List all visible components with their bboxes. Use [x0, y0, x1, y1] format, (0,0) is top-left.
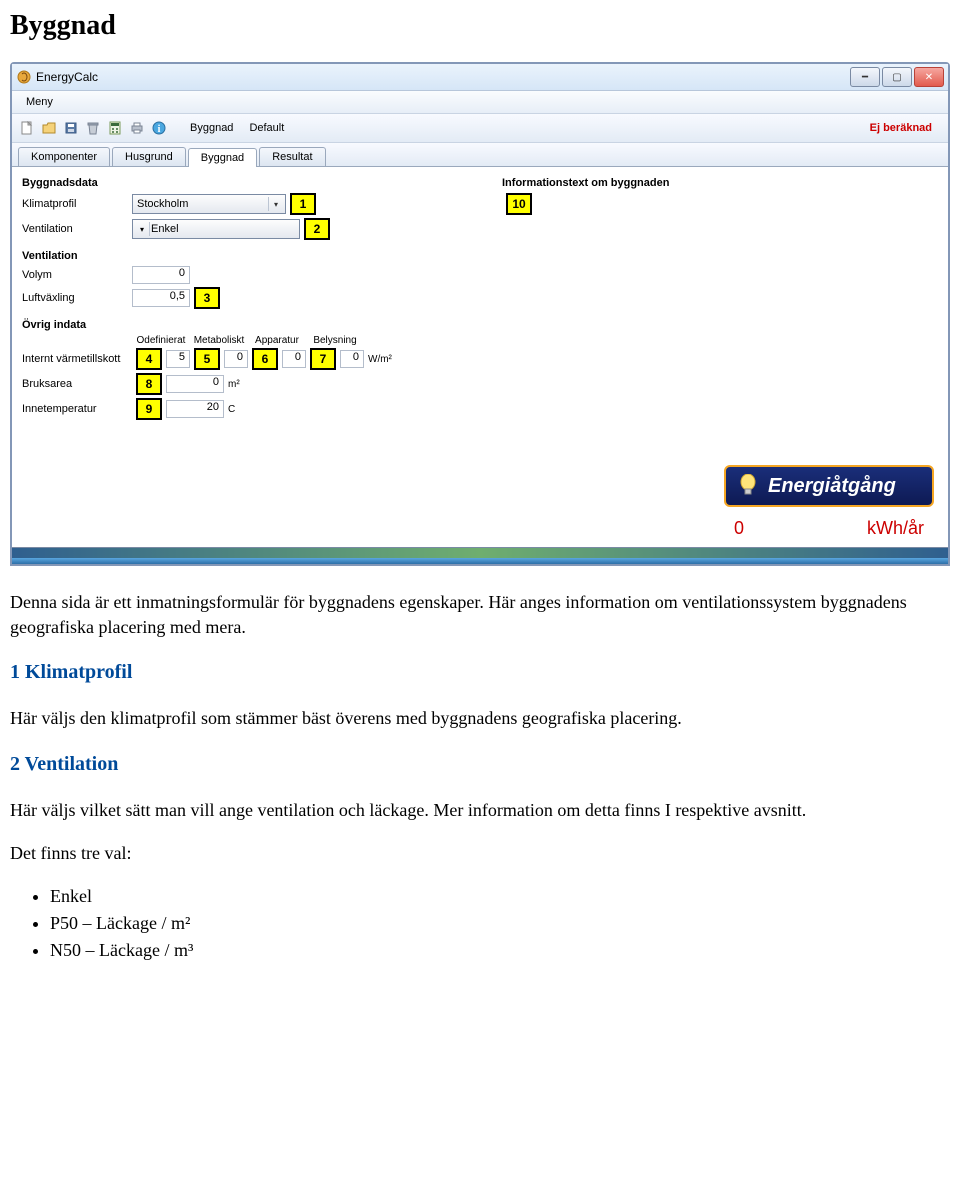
heat-header-1: Metaboliskt [190, 335, 248, 346]
callout-1: 1 [290, 193, 316, 215]
calc-icon[interactable] [106, 119, 124, 137]
doc-title: Byggnad [10, 10, 950, 42]
heat-header-3: Belysning [306, 335, 364, 346]
panel-body: Byggnadsdata Klimatprofil Stockholm ▾ 1 … [12, 167, 948, 547]
heat-input-0[interactable]: 5 [166, 350, 190, 368]
callout-10: 10 [506, 193, 532, 215]
section-body-1: Här väljs den klimatprofil som stämmer b… [10, 706, 950, 731]
energy-result: 0 kWh/år [724, 518, 934, 539]
menubar: Meny [12, 91, 948, 114]
callout-6: 6 [252, 348, 278, 370]
heat-input-3[interactable]: 0 [340, 350, 364, 368]
luftvaxling-label: Luftväxling [22, 292, 132, 304]
innetemp-input[interactable]: 20 [166, 400, 224, 418]
callout-4: 4 [136, 348, 162, 370]
app-title: EnergyCalc [36, 70, 850, 84]
new-file-icon[interactable] [18, 119, 36, 137]
info-label: Informationstext om byggnaden [502, 177, 938, 189]
energy-label: Energiåtgång [768, 475, 896, 498]
volym-input[interactable]: 0 [132, 266, 190, 284]
toolbar-text-default: Default [241, 122, 292, 134]
callout-3: 3 [194, 287, 220, 309]
tab-husgrund[interactable]: Husgrund [112, 147, 186, 166]
print-icon[interactable] [128, 119, 146, 137]
tab-byggnad[interactable]: Byggnad [188, 148, 257, 167]
svg-text:i: i [158, 124, 161, 135]
panel-left: Byggnadsdata Klimatprofil Stockholm ▾ 1 … [12, 167, 492, 547]
bullet-list: Enkel P50 – Läckage / m² N50 – Läckage /… [10, 884, 950, 964]
doc-intro: Denna sida är ett inmatningsformulär för… [10, 590, 950, 640]
panel-right: Informationstext om byggnaden 10 Energiå… [492, 167, 948, 547]
heat-header-0: Odefinierat [132, 335, 190, 346]
callout-8: 8 [136, 373, 162, 395]
trash-icon[interactable] [84, 119, 102, 137]
ovrig-section: Övrig indata [22, 319, 482, 331]
app-icon [16, 69, 32, 85]
heat-input-1[interactable]: 0 [224, 350, 248, 368]
bullet-2: N50 – Läckage / m³ [50, 938, 950, 963]
bruksarea-unit: m² [228, 379, 240, 390]
bullet-0: Enkel [50, 884, 950, 909]
energy-button[interactable]: Energiåtgång [724, 465, 934, 507]
ventilation-section: Ventilation [22, 250, 482, 262]
open-folder-icon[interactable] [40, 119, 58, 137]
energy-unit: kWh/år [867, 518, 924, 539]
volym-label: Volym [22, 269, 132, 281]
titlebar: EnergyCalc ━ ▢ ✕ [12, 64, 948, 91]
tab-resultat[interactable]: Resultat [259, 147, 325, 166]
list-intro: Det finns tre val: [10, 841, 950, 866]
status-bar [12, 547, 948, 558]
bruksarea-input[interactable]: 0 [166, 375, 224, 393]
section-head-1: 1 Klimatprofil [10, 658, 950, 686]
app-window: EnergyCalc ━ ▢ ✕ Meny i Byggnad Default … [10, 62, 950, 566]
chevron-down-icon: ▾ [268, 197, 283, 211]
toolbar: i Byggnad Default Ej beräknad [12, 114, 948, 143]
groupbox-label: Byggnadsdata [22, 177, 482, 189]
tabstrip: Komponenter Husgrund Byggnad Resultat [12, 143, 948, 167]
window-buttons: ━ ▢ ✕ [850, 67, 944, 87]
menu-meny[interactable]: Meny [18, 94, 61, 110]
maximize-button[interactable]: ▢ [882, 67, 912, 87]
bullet-1: P50 – Läckage / m² [50, 911, 950, 936]
save-icon[interactable] [62, 119, 80, 137]
minimize-button[interactable]: ━ [850, 67, 880, 87]
ventilation-label: Ventilation [22, 223, 132, 235]
calc-status: Ej beräknad [870, 122, 942, 134]
callout-5: 5 [194, 348, 220, 370]
innetemp-unit: C [228, 404, 235, 415]
luftvaxling-input[interactable]: 0,5 [132, 289, 190, 307]
bulb-icon [736, 474, 760, 498]
klimatprofil-label: Klimatprofil [22, 198, 132, 210]
innetemp-label: Innetemperatur [22, 403, 132, 415]
bruksarea-label: Bruksarea [22, 378, 132, 390]
tab-komponenter[interactable]: Komponenter [18, 147, 110, 166]
callout-2: 2 [304, 218, 330, 240]
energy-value: 0 [734, 518, 744, 539]
ventilation-dropdown[interactable]: ▾ Enkel [132, 219, 300, 239]
heat-headers: Odefinierat Metaboliskt Apparatur Belysn… [132, 335, 482, 346]
heat-header-2: Apparatur [248, 335, 306, 346]
info-icon[interactable]: i [150, 119, 168, 137]
heat-label: Internt värmetillskott [22, 353, 132, 365]
doc-body: Denna sida är ett inmatningsformulär för… [10, 590, 950, 964]
toolbar-text-byggnad: Byggnad [182, 122, 241, 134]
heat-input-2[interactable]: 0 [282, 350, 306, 368]
close-button[interactable]: ✕ [914, 67, 944, 87]
section-head-2: 2 Ventilation [10, 750, 950, 778]
ventilation-value: Enkel [151, 223, 179, 235]
callout-7: 7 [310, 348, 336, 370]
heat-unit: W/m² [368, 354, 392, 365]
klimatprofil-dropdown[interactable]: Stockholm ▾ [132, 194, 286, 214]
desktop-edge [12, 558, 948, 564]
section-body-2: Här väljs vilket sätt man vill ange vent… [10, 798, 950, 823]
callout-9: 9 [136, 398, 162, 420]
chevron-down-icon: ▾ [135, 222, 150, 236]
klimatprofil-value: Stockholm [137, 198, 188, 210]
